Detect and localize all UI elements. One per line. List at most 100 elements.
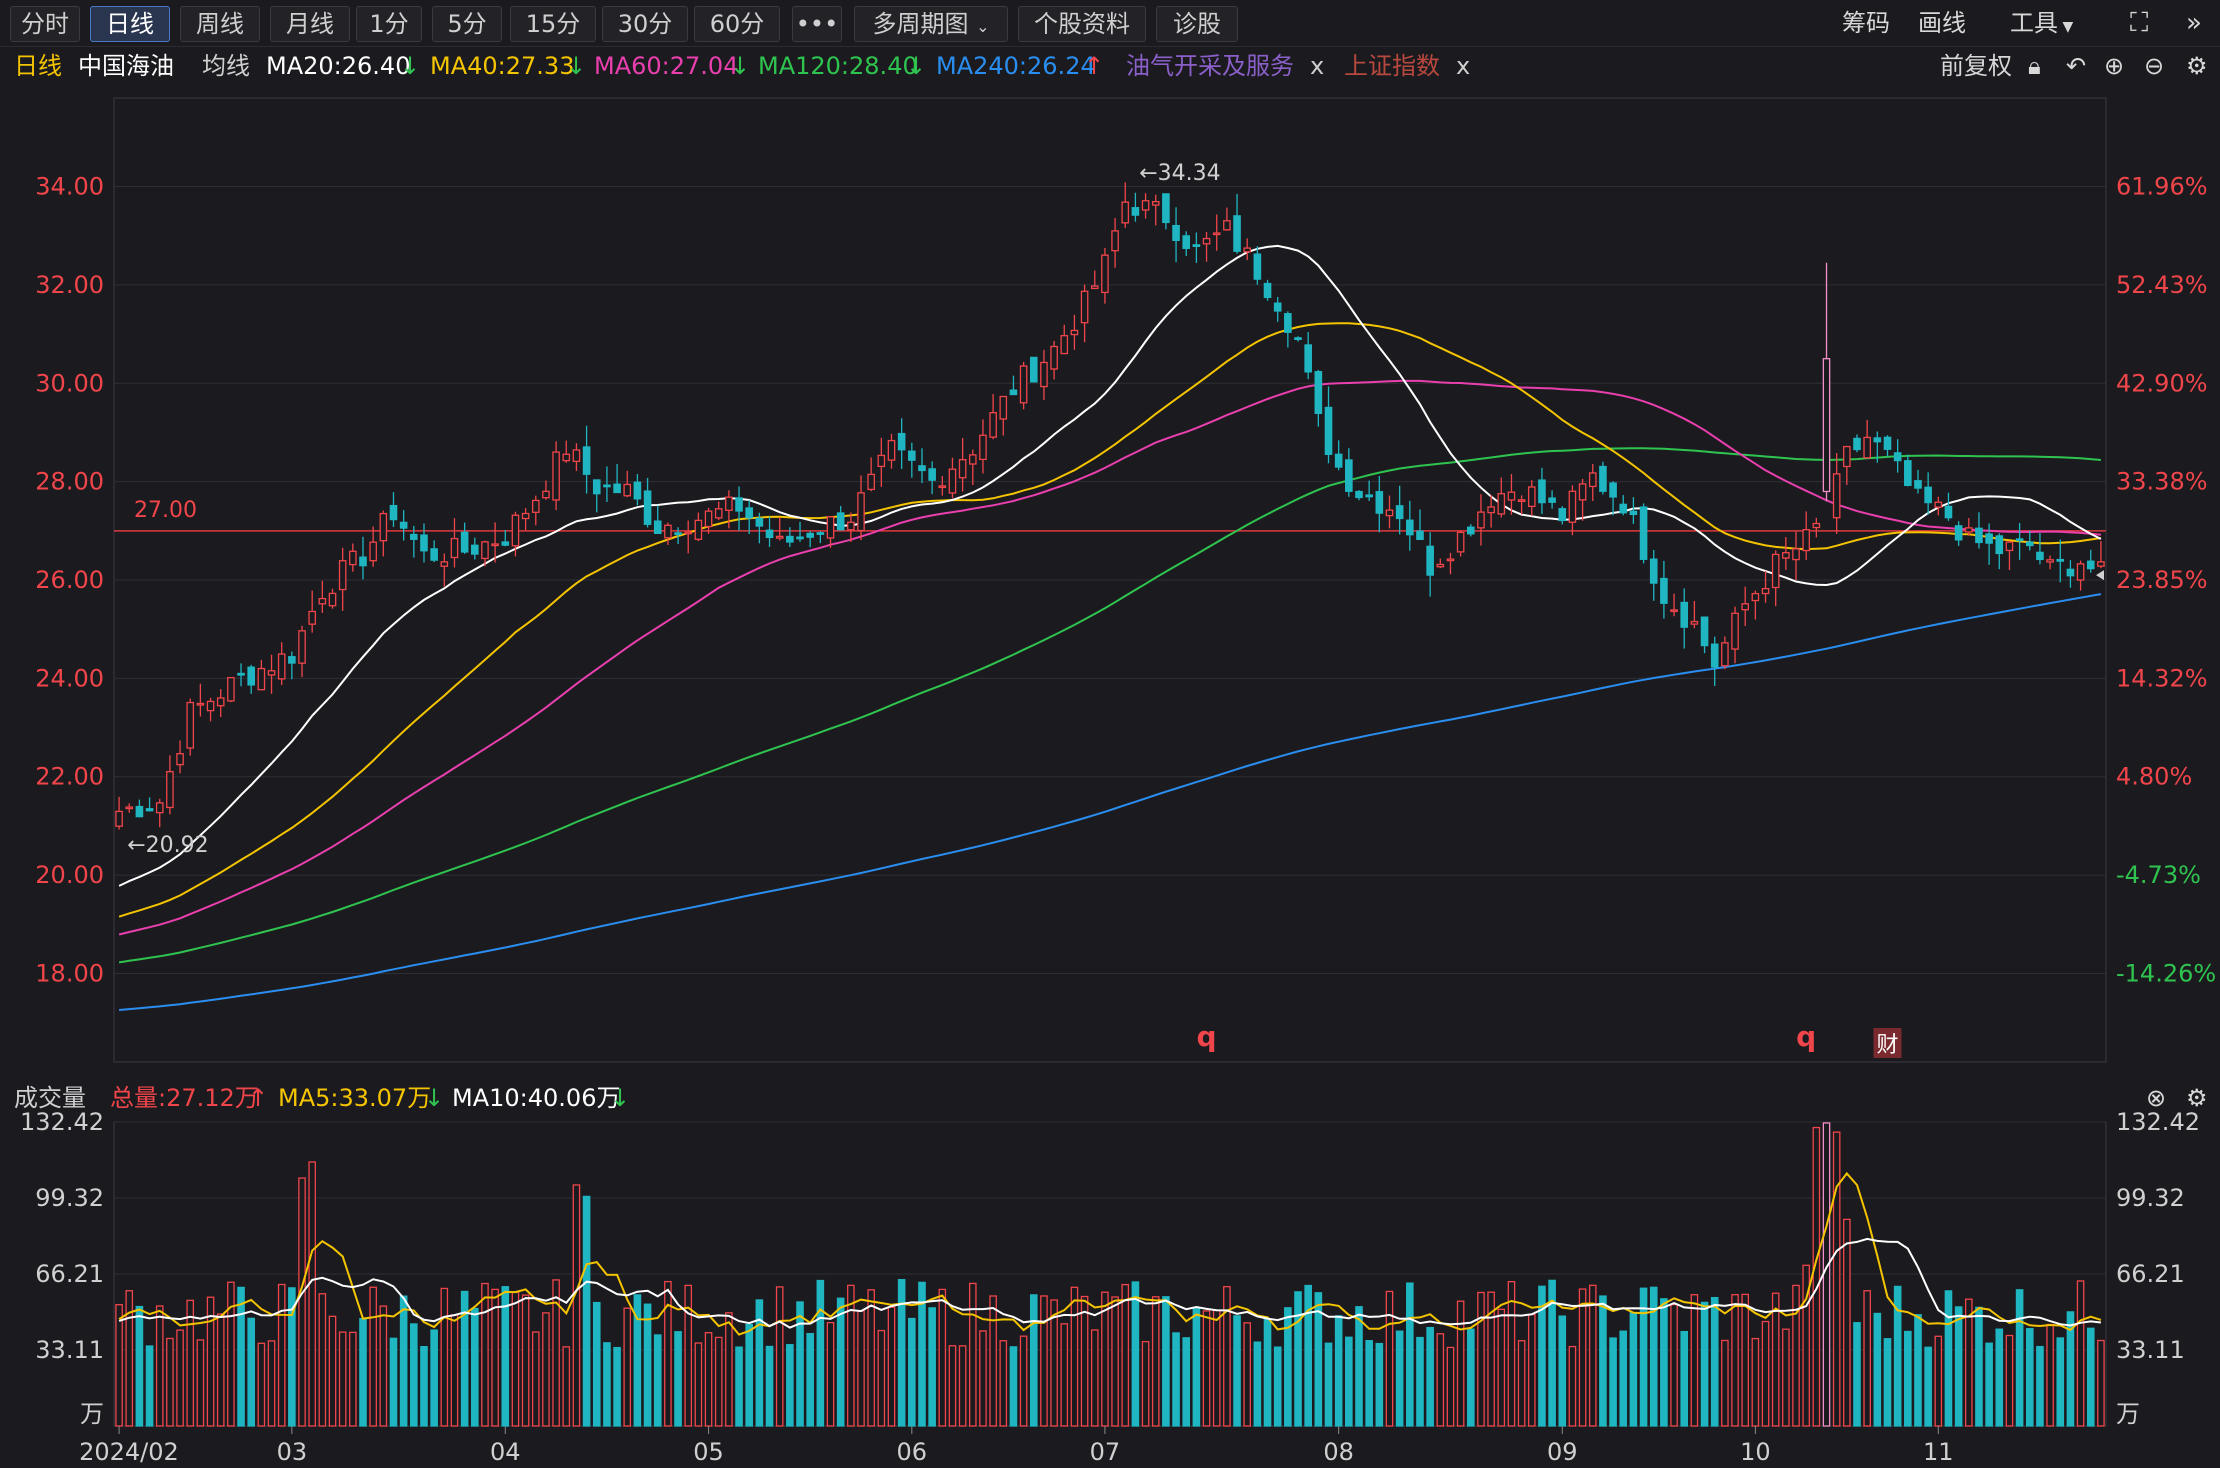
candle — [2015, 522, 2024, 560]
volume-bar — [1527, 1313, 1536, 1427]
tab-30min[interactable]: 30分 — [602, 6, 688, 42]
overlay-sector-close[interactable]: x — [1310, 52, 1325, 80]
tab-daily[interactable]: 日线 — [90, 6, 170, 42]
candle — [1578, 478, 1587, 521]
volume-bar — [1395, 1330, 1404, 1427]
volume-bar — [308, 1161, 316, 1427]
volume-bar — [155, 1305, 164, 1427]
candle-body — [1375, 491, 1384, 514]
stock-info-button[interactable]: 个股资料 — [1018, 6, 1146, 42]
candle — [166, 755, 174, 815]
volume-bar — [1029, 1294, 1038, 1427]
candle-body — [1568, 490, 1577, 523]
more-periods-button[interactable]: ••• — [792, 6, 842, 42]
volume-bar — [481, 1282, 489, 1427]
volume-bar — [1609, 1337, 1617, 1427]
candle — [1416, 509, 1424, 541]
volume-bar — [1802, 1264, 1810, 1427]
finance-badge: 财 — [1876, 1033, 1898, 1058]
volume-bar — [1151, 1296, 1160, 1427]
tools-dropdown[interactable]: 工具 ▼ — [2010, 6, 2073, 40]
candle — [1131, 192, 1140, 222]
candle — [1151, 194, 1160, 226]
tab-60min[interactable]: 60分 — [694, 6, 780, 42]
volume-settings-icon[interactable]: ⚙ — [2186, 1084, 2208, 1112]
volume-bar — [1975, 1306, 1983, 1427]
undo-icon[interactable]: ↶ — [2066, 52, 2087, 80]
volume-bar — [1294, 1291, 1302, 1427]
collapse-panel-icon[interactable]: » — [2186, 8, 2202, 38]
candle — [908, 442, 916, 478]
volume-ma10-arrow-down-icon: ↓ — [610, 1084, 631, 1112]
volume-bar — [1456, 1300, 1465, 1427]
candle — [1172, 207, 1180, 263]
candle — [1954, 521, 1963, 546]
tab-15min[interactable]: 15分 — [510, 6, 596, 42]
candle-body — [237, 672, 245, 676]
volume-bar — [1141, 1341, 1150, 1427]
volume-bar — [166, 1337, 174, 1427]
zoom-in-icon[interactable]: ⊕ — [2104, 52, 2125, 80]
draw-line-button[interactable]: 画线 — [1918, 9, 1966, 37]
fullscreen-icon[interactable]: ⛶ — [2130, 8, 2149, 38]
x-tick-label: 05 — [693, 1438, 724, 1466]
volume-bar — [1050, 1299, 1058, 1427]
price-tick-label: 24.00 — [35, 664, 104, 692]
volume-bar — [1375, 1342, 1384, 1427]
candle-body — [623, 483, 632, 497]
candle-body — [664, 524, 672, 539]
settings-icon[interactable]: ⚙ — [2186, 52, 2208, 80]
candle-body — [1019, 365, 1028, 404]
overlay-index[interactable]: 上证指数 — [1344, 52, 1440, 80]
candle — [1192, 232, 1201, 263]
lock-icon[interactable]: 🔒︎ — [2028, 52, 2041, 80]
volume-ma10: MA10:40.06万 — [452, 1084, 621, 1112]
candle-body — [643, 490, 652, 525]
candle-body — [2025, 541, 2034, 547]
overlay-sector[interactable]: 油气开采及服务 — [1126, 52, 1294, 80]
tab-weekly[interactable]: 周线 — [180, 6, 260, 42]
candle-body — [1263, 282, 1272, 299]
volume-bar — [1416, 1336, 1424, 1427]
x-tick-label: 11 — [1923, 1438, 1954, 1466]
volume-bar — [1355, 1306, 1363, 1427]
candle — [1843, 445, 1851, 485]
candle-body — [562, 453, 571, 462]
volume-bar — [877, 1329, 886, 1427]
candle — [704, 507, 713, 534]
candle — [216, 689, 225, 718]
candle — [1822, 262, 1831, 502]
tab-monthly[interactable]: 月线 — [270, 6, 350, 42]
candle-body — [125, 806, 134, 810]
candle — [1985, 523, 1993, 565]
candle-body — [1558, 508, 1567, 522]
overlay-index-close[interactable]: x — [1456, 52, 1471, 80]
tab-1min[interactable]: 1分 — [356, 6, 422, 42]
multi-period-dropdown[interactable]: 多周期图 ⌄ — [854, 6, 1008, 42]
volume-bar — [1954, 1306, 1963, 1427]
volume-close-icon[interactable]: ⊗ — [2146, 1084, 2167, 1112]
candle-body — [1314, 371, 1323, 414]
candle-body — [389, 504, 398, 521]
volume-bar — [918, 1281, 926, 1427]
candle — [775, 517, 784, 541]
volume-bar — [501, 1286, 510, 1427]
tab-timeshare[interactable]: 分时 — [10, 6, 80, 42]
volume-bar — [338, 1331, 347, 1427]
candle — [1649, 549, 1658, 601]
candle-body — [1070, 329, 1079, 336]
diagnose-button[interactable]: 诊股 — [1156, 6, 1238, 42]
adjust-mode[interactable]: 前复权 — [1940, 52, 2012, 80]
volume-bar — [176, 1329, 184, 1427]
candle — [1355, 490, 1363, 501]
candle-body — [1700, 616, 1709, 647]
candle-body — [897, 432, 906, 451]
zoom-out-icon[interactable]: ⊖ — [2144, 52, 2165, 80]
candle — [389, 492, 398, 527]
candle — [470, 537, 479, 560]
candle — [1619, 495, 1628, 516]
tab-5min[interactable]: 5分 — [432, 6, 502, 42]
volume-bar — [1924, 1346, 1932, 1427]
chips-button[interactable]: 筹码 — [1842, 9, 1890, 37]
